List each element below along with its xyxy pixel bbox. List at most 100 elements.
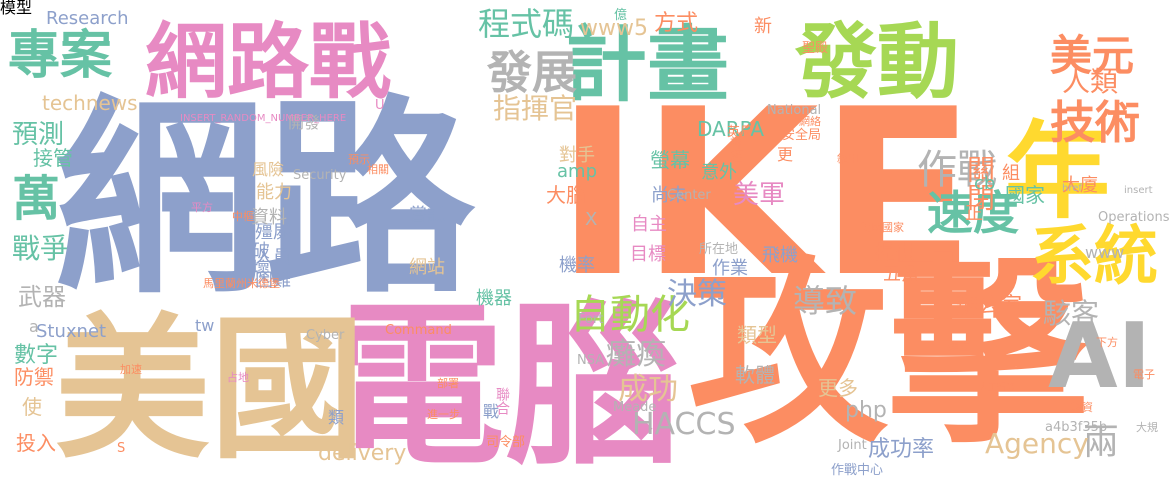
cloud-word: Cyber [306,328,345,343]
cloud-word: 占地 [227,371,249,384]
cloud-word: Agency [985,427,1089,460]
cloud-word: 導致 [793,282,858,320]
cloud-word: 加速 [120,363,142,376]
cloud-word: 殭屍 [255,222,291,243]
cloud-word: 進一步 [427,408,460,421]
cloud-word: DARPA [697,117,765,141]
cloud-word: 開發 [288,113,321,132]
cloud-word: 軟體 [735,363,775,387]
cloud-word: a4b3f35b [1045,420,1108,435]
cloud-word: 自主 [631,214,667,235]
cloud-word: 癱瘓 [606,337,666,372]
cloud-word: 目標 [630,244,666,265]
cloud-word: 能力 [256,182,292,203]
cloud-word: Research [46,8,129,29]
cloud-word: 更多 [818,376,858,400]
cloud-word: 組 [1002,163,1020,184]
cloud-word: 聯合 [494,387,510,415]
cloud-word: 預示 [348,153,370,166]
cloud-word: delivery [318,441,407,466]
cloud-word: technews [42,91,138,115]
cloud-word: insert [1124,185,1153,196]
cloud-word: HACCS [632,407,736,442]
cloud-word: 人類 [1062,65,1119,98]
cloud-word: 戰爭 [12,232,69,265]
cloud-word: php [845,398,887,423]
cloud-word: 美元 [1050,31,1135,80]
cloud-word: 中樞 [232,210,254,223]
cloud-word: 提供 [875,240,915,264]
cloud-word: 網絡 [799,115,821,128]
cloud-word: tw [195,316,215,335]
cloud-word: 發展 [487,46,578,99]
cloud-word: 系統 [1030,220,1158,294]
cloud-word: 英尺 [727,125,754,140]
cloud-word: 對手 [559,145,595,166]
cloud-word: 意外 [701,162,737,183]
cloud-word: 機器 [476,288,512,309]
cloud-word: 電子 [1133,368,1155,381]
cloud-word: 自動化 [570,292,690,338]
cloud-word: 方式 [654,11,699,36]
cloud-word: Command [385,323,452,338]
cloud-word: 大廈 [1062,175,1098,196]
cloud-word: 作戰 [917,147,997,193]
cloud-word: 專案 [8,26,113,86]
cloud-word: 數字 [14,343,59,368]
cloud-word: 建立 [948,340,970,353]
cloud-word: 大規 [1136,421,1158,434]
cloud-word: 作戰中心 [831,463,884,478]
cloud-word: 下方 [1096,336,1118,349]
cloud-word: 駭客 [1043,297,1100,330]
cloud-word: X [585,209,598,230]
cloud-word: href [1062,183,1082,194]
cloud-word: 網路戰 [145,15,392,110]
cloud-word: 網站 [409,257,445,278]
cloud-word: 預測 [12,120,65,150]
cloud-word: Joint [838,438,867,453]
cloud-word: 破壞 [249,241,270,277]
cloud-word: 技術 [1050,96,1141,149]
cloud-word: 作業 [712,258,748,279]
cloud-word: 大腦 [546,183,586,207]
cloud-word: 神經 [727,136,742,162]
cloud-word: 攻擊 [688,238,1089,471]
cloud-word: 辦公室 [956,294,1023,319]
cloud-word: 更 [777,145,794,164]
cloud-word: National [767,103,822,118]
cloud-word: 新 [754,16,772,37]
cloud-word: 所在地 [699,242,739,257]
cloud-word: 成功 [618,372,678,407]
cloud-word: 戰 [483,402,500,421]
cloud-word: 年 [1005,111,1111,233]
cloud-word: IKE [555,61,976,328]
cloud-word: 成功率 [868,437,935,462]
cloud-word: 嘗試 [409,205,445,226]
cloud-word: 武器 [18,283,66,311]
cloud-word: 風險 [252,160,285,179]
cloud-word: 敘用 [837,152,859,165]
cloud-word: cb [974,173,996,194]
cloud-word: 計畫 [565,18,730,113]
cloud-word: 決策 [667,277,727,312]
cloud-word: 兩 [1083,422,1120,463]
cloud-word: 國家 [1005,183,1045,207]
cloud-word: Security [293,168,347,183]
cloud-word: Operations [1098,210,1170,225]
cloud-word: AI [1048,304,1152,409]
cloud-word: 類型 [737,323,777,347]
cloud-word: 接管 [33,146,73,170]
cloud-word: 美國 [55,299,365,480]
cloud-word: 人員 [255,247,291,268]
cloud-word: 使 [22,395,42,419]
cloud-word: 相關 [367,163,389,176]
cloud-word: 程式碼 [478,5,575,43]
cloud-word: 人工智慧 [979,383,1016,393]
cloud-word: 資料 [251,207,287,228]
cloud-word: Stuxnet [36,321,107,342]
cloud-word: 網路 [55,77,476,322]
cloud-word: Fort [578,312,604,327]
cloud-word: INSERT_RANDOM_NUMBER_HERE [180,113,347,124]
cloud-word: 美軍 [733,180,786,210]
